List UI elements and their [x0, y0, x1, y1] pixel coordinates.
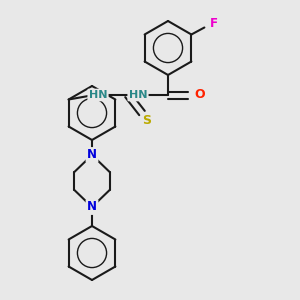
Text: S: S	[142, 115, 152, 128]
Text: N: N	[87, 200, 97, 214]
Text: N: N	[87, 148, 97, 161]
Text: HN: HN	[129, 90, 147, 100]
Text: HN: HN	[89, 90, 107, 100]
Text: F: F	[209, 17, 217, 30]
Text: O: O	[195, 88, 205, 101]
